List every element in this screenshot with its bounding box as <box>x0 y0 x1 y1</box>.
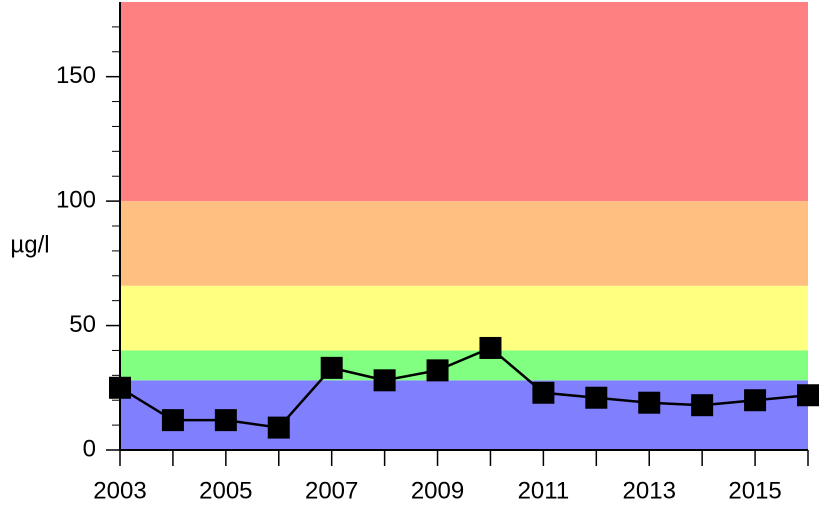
point-marker <box>532 381 555 404</box>
x-tick-label: 2011 <box>518 477 570 504</box>
point-marker <box>479 336 502 359</box>
x-tick-label: 2013 <box>623 477 676 504</box>
band <box>120 350 808 381</box>
point-marker <box>320 356 343 379</box>
point-marker <box>744 389 767 412</box>
point-marker <box>691 394 714 417</box>
x-tick-label: 2007 <box>305 477 358 504</box>
point-marker <box>109 376 131 399</box>
y-tick-label: 0 <box>83 435 96 462</box>
point-marker <box>161 409 184 432</box>
band <box>120 2 808 202</box>
y-axis-label: µg/l <box>10 231 49 258</box>
y-tick-label: 150 <box>56 62 96 89</box>
y-tick-label: 50 <box>69 311 96 338</box>
y-tick-label: 100 <box>56 186 96 213</box>
point-marker <box>797 384 819 407</box>
point-marker <box>585 386 608 409</box>
point-marker <box>638 391 661 414</box>
x-tick-label: 2015 <box>728 477 781 504</box>
point-marker <box>267 416 290 439</box>
point-marker <box>214 409 237 432</box>
point-marker <box>426 359 449 382</box>
point-marker <box>373 369 396 392</box>
band <box>120 285 808 351</box>
band <box>120 201 808 286</box>
x-tick-label: 2003 <box>93 477 146 504</box>
x-tick-label: 2009 <box>411 477 464 504</box>
x-tick-label: 2005 <box>199 477 252 504</box>
